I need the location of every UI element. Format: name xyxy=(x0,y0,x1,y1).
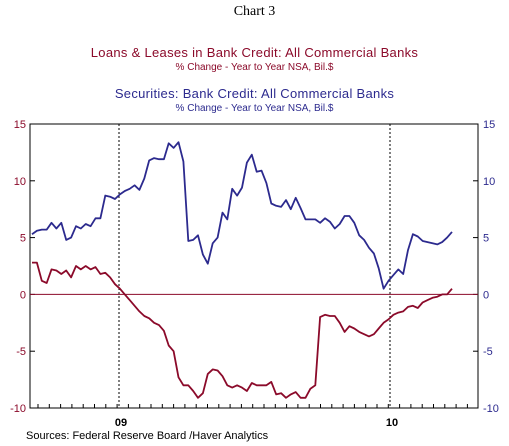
y-tick-label-right: 5 xyxy=(483,233,489,245)
y-tick-label-left: 5 xyxy=(20,233,26,245)
y-tick-label-right: 10 xyxy=(483,176,495,188)
y-tick-label-left: -10 xyxy=(10,403,26,415)
series-1-subtitle: % Change - Year to Year NSA, Bil.$ xyxy=(175,62,334,73)
plot-frame xyxy=(29,123,479,409)
x-tick-label: 10 xyxy=(386,417,398,429)
series-line-1 xyxy=(32,261,453,399)
series-line-2 xyxy=(31,141,453,290)
y-tick-label-right: 0 xyxy=(483,289,489,301)
source-note: Sources: Federal Reserve Board /Haver An… xyxy=(26,430,269,442)
series-2-title: Securities: Bank Credit: All Commercial … xyxy=(114,86,395,101)
series-1-title: Loans & Leases in Bank Credit: All Comme… xyxy=(90,45,419,60)
y-tick-label-right: -10 xyxy=(483,403,499,415)
y-tick-label-left: 15 xyxy=(14,119,26,131)
y-tick-label-left: 0 xyxy=(20,289,26,301)
y-tick-label-left: -5 xyxy=(16,346,26,358)
chart-title: Chart 3 xyxy=(233,4,276,19)
x-tick-label: 09 xyxy=(115,417,127,429)
y-tick-label-left: 10 xyxy=(14,176,26,188)
series-2-subtitle: % Change - Year to Year NSA, Bil.$ xyxy=(175,103,334,114)
y-tick-label-right: 15 xyxy=(483,119,495,131)
y-tick-label-right: -5 xyxy=(483,346,493,358)
